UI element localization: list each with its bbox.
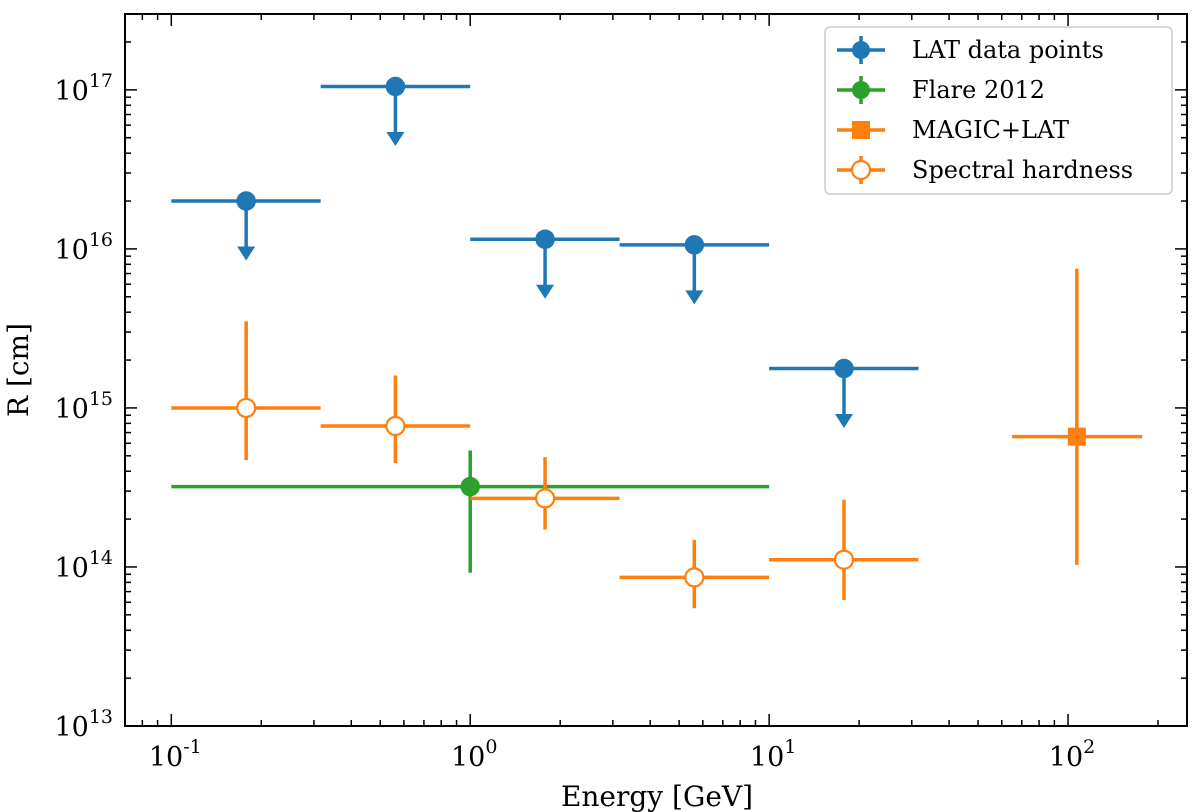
legend-marker (852, 121, 870, 139)
y-tick-label: 1016 (54, 229, 113, 266)
x-tick-label: 101 (750, 736, 796, 773)
x-axis-label: Energy [GeV] (561, 780, 753, 812)
y-tick-label: 1014 (54, 547, 113, 584)
data-point (534, 488, 556, 509)
legend: LAT data points Flare 2012 MAGIC+LAT Spectr… (824, 26, 1173, 195)
legend-entry: LAT data points (837, 36, 1104, 64)
series-1 (171, 76, 919, 429)
upper-limit-arrow-head (834, 414, 853, 429)
data-point (535, 229, 555, 250)
plot-frame (124, 13, 1188, 727)
data-point (385, 415, 406, 437)
x-tick-label: 100 (451, 736, 497, 773)
legend-entry: Flare 2012 (837, 76, 1045, 104)
legend-label: MAGIC+LAT (912, 116, 1069, 144)
legend-marker (852, 81, 870, 99)
data-point (460, 476, 480, 497)
upper-limit-arrow-head (685, 290, 704, 305)
legend-marker (850, 159, 872, 181)
legend-label: LAT data points (912, 36, 1104, 64)
legend-entry: MAGIC+LAT (837, 116, 1069, 144)
x-tick-label: 102 (1049, 736, 1095, 773)
data-point (385, 76, 406, 97)
y-tick-label: 1017 (54, 70, 113, 107)
legend-label: Flare 2012 (912, 76, 1045, 104)
axes: 10-1 100 101 102 1013 1014 1015 1016 1017 (54, 13, 1188, 773)
y-tick-label: 1015 (54, 388, 113, 425)
x-tick-label: 10-1 (149, 736, 202, 773)
legend-box (824, 26, 1173, 195)
upper-limit-arrow-head (237, 246, 256, 261)
data-point (684, 235, 705, 255)
plot-area (171, 76, 1143, 609)
series-4 (171, 321, 919, 609)
data-point (1067, 427, 1086, 446)
upper-limit-arrow-head (536, 284, 555, 299)
y-axis-label: R [cm] (2, 323, 35, 417)
data-point (684, 567, 705, 588)
data-point (834, 358, 854, 379)
data-point (236, 191, 256, 211)
series-3 (1012, 268, 1143, 565)
legend-entry: Spectral hardness (837, 156, 1133, 184)
data-point (236, 397, 257, 419)
series-2 (171, 450, 770, 573)
legend-marker (852, 41, 870, 59)
data-point (833, 549, 855, 570)
y-tick-label: 1013 (54, 706, 113, 743)
upper-limit-arrow-head (386, 132, 405, 147)
legend-label: Spectral hardness (912, 156, 1133, 184)
